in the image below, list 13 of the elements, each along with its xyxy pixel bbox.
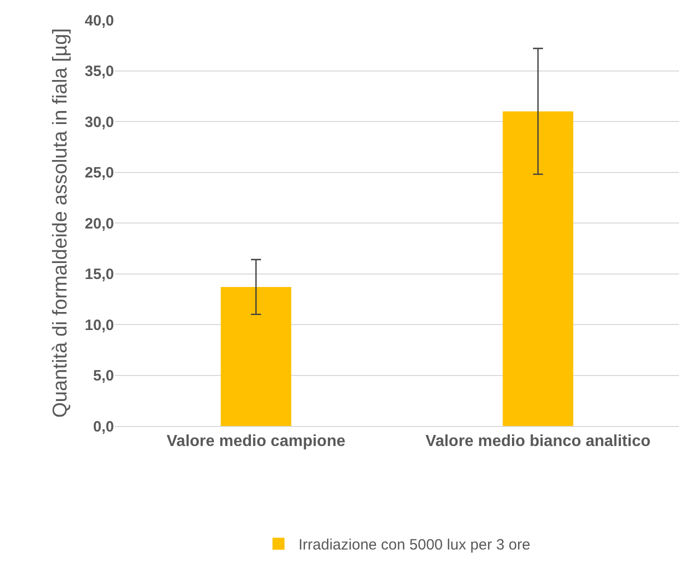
y-tick-label: 20,0 — [84, 215, 114, 232]
x-tick-label: Valore medio campione — [166, 433, 346, 450]
y-tick-label: 25,0 — [84, 164, 114, 182]
legend-label: Irradiazione con 5000 lux per 3 ore — [298, 536, 530, 554]
y-axis-title: Quantità di formaldeide assoluta in fiala [µg] — [49, 28, 72, 418]
y-tick-label: 40,0 — [84, 12, 114, 30]
y-tick-label: 30,0 — [84, 114, 114, 131]
y-tick-label: 15,0 — [84, 266, 114, 283]
y-tick-label: 5,0 — [93, 368, 114, 384]
x-tick-label: Valore medio bianco analitico — [426, 433, 651, 450]
y-tick-label: 35,0 — [84, 63, 114, 80]
y-tick-label: 0,0 — [93, 418, 114, 436]
y-tick-label: 10,0 — [84, 316, 114, 334]
